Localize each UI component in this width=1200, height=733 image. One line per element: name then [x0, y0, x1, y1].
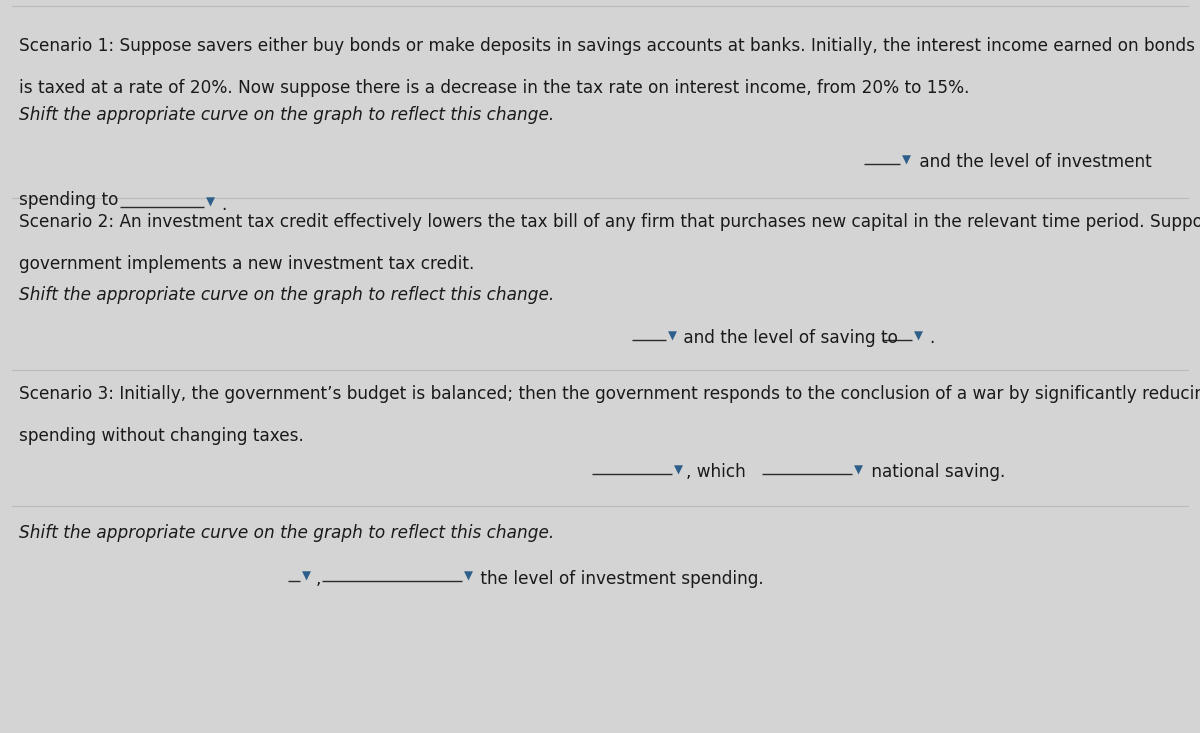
Text: ▼: ▼ [902, 153, 912, 166]
Text: ▼: ▼ [674, 463, 684, 476]
Text: government implements a new investment tax credit.: government implements a new investment t… [19, 255, 474, 273]
Text: national saving.: national saving. [866, 463, 1006, 482]
Text: the level of investment spending.: the level of investment spending. [475, 570, 764, 588]
Text: ▼: ▼ [668, 329, 678, 342]
Text: Scenario 1: Suppose savers either buy bonds or make deposits in savings accounts: Scenario 1: Suppose savers either buy bo… [19, 37, 1200, 55]
Text: ▼: ▼ [854, 463, 864, 476]
Text: Scenario 2: An investment tax credit effectively lowers the tax bill of any firm: Scenario 2: An investment tax credit eff… [19, 213, 1200, 231]
Text: .: . [221, 196, 226, 214]
Text: .: . [929, 329, 934, 347]
Text: is taxed at a rate of 20%. Now suppose there is a decrease in the tax rate on in: is taxed at a rate of 20%. Now suppose t… [19, 79, 970, 97]
Text: spending without changing taxes.: spending without changing taxes. [19, 427, 304, 446]
Text: , which: , which [686, 463, 746, 482]
Text: ▼: ▼ [914, 329, 924, 342]
Text: Scenario 3: Initially, the government’s budget is balanced; then the government : Scenario 3: Initially, the government’s … [19, 385, 1200, 403]
Text: ▼: ▼ [302, 570, 312, 583]
Text: spending to: spending to [19, 191, 119, 209]
Text: ,: , [316, 570, 320, 588]
Text: and the level of saving to: and the level of saving to [678, 329, 898, 347]
Text: Shift the appropriate curve on the graph to reflect this change.: Shift the appropriate curve on the graph… [19, 524, 554, 542]
Text: ▼: ▼ [464, 570, 474, 583]
Text: Shift the appropriate curve on the graph to reflect this change.: Shift the appropriate curve on the graph… [19, 106, 554, 124]
Text: ▼: ▼ [206, 196, 216, 209]
Text: and the level of investment: and the level of investment [914, 153, 1152, 172]
Text: Shift the appropriate curve on the graph to reflect this change.: Shift the appropriate curve on the graph… [19, 286, 554, 304]
